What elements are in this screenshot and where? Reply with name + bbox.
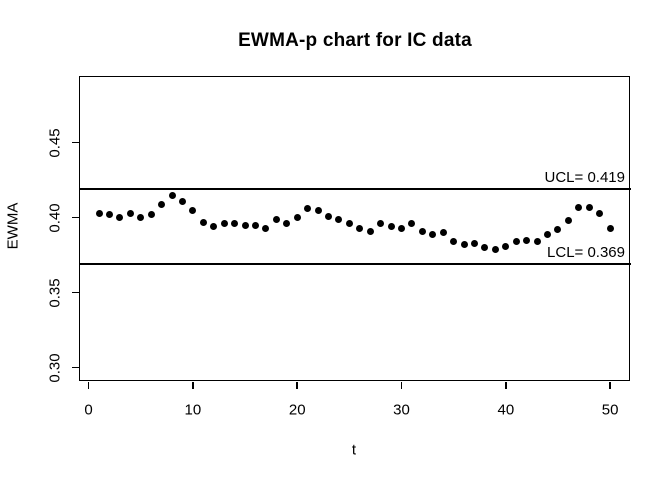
data-point (262, 224, 270, 232)
x-axis-title: t (351, 441, 357, 459)
data-point (544, 230, 552, 238)
data-point (450, 238, 458, 246)
data-point (429, 230, 437, 238)
data-point (491, 245, 499, 253)
data-point (471, 239, 479, 247)
data-point (304, 205, 312, 213)
data-point (251, 221, 259, 229)
data-point (460, 241, 468, 249)
y-tick-label: 0.45 (46, 128, 64, 158)
y-tick-label: 0.35 (46, 278, 64, 308)
x-tick-label: 30 (393, 401, 410, 419)
data-point (325, 212, 332, 220)
data-point (314, 206, 322, 214)
x-tick-mark (87, 382, 90, 389)
data-point (168, 191, 176, 199)
data-point (377, 220, 385, 228)
chart-title: EWMA-p chart for IC data (238, 30, 472, 51)
data-point (231, 220, 239, 228)
x-tick-label: 20 (288, 401, 306, 419)
data-point (502, 242, 510, 250)
data-point (418, 227, 426, 235)
data-point (105, 211, 113, 219)
data-point (220, 220, 228, 228)
y-tick-mark (72, 366, 79, 369)
data-point (439, 229, 447, 237)
data-point (95, 209, 103, 217)
data-point (126, 209, 134, 217)
x-tick-mark (400, 382, 403, 389)
data-point (408, 220, 416, 228)
lcl-label: LCL= 0.369 (547, 244, 625, 262)
ucl-line (79, 188, 631, 190)
data-point (199, 218, 207, 226)
data-point (178, 197, 186, 205)
y-tick-mark (72, 216, 79, 219)
data-point (147, 211, 155, 219)
data-point (158, 200, 166, 208)
lcl-line (79, 263, 631, 265)
y-tick-mark (72, 141, 79, 144)
data-point (293, 214, 301, 222)
data-point (564, 217, 572, 225)
data-point (241, 221, 249, 229)
data-point (116, 214, 124, 222)
x-tick-label: 50 (601, 401, 619, 419)
data-point (554, 226, 562, 234)
y-tick-mark (72, 291, 79, 294)
data-point (283, 220, 291, 228)
data-point (387, 223, 395, 231)
data-point (272, 215, 280, 223)
data-point (606, 224, 614, 232)
data-point (481, 244, 489, 252)
plot-area-border (79, 76, 630, 381)
data-point (512, 238, 520, 246)
y-axis-title: EWMA (4, 202, 22, 250)
data-point (210, 223, 218, 231)
y-tick-label: 0.30 (46, 352, 64, 383)
data-point (596, 209, 604, 217)
data-point (345, 220, 353, 228)
data-point (335, 215, 343, 223)
data-point (189, 206, 197, 214)
data-point (366, 227, 374, 235)
data-point (575, 203, 583, 211)
x-tick-label: 10 (184, 401, 202, 419)
data-point (356, 224, 364, 232)
data-point (398, 224, 406, 232)
data-point (137, 214, 145, 222)
ucl-label: UCL= 0.419 (544, 169, 625, 187)
data-point (533, 238, 541, 246)
x-tick-label: 0 (84, 401, 93, 419)
x-tick-mark (296, 382, 298, 389)
x-tick-label: 40 (497, 401, 515, 419)
x-tick-mark (609, 382, 611, 389)
y-tick-label: 0.40 (46, 203, 64, 233)
x-tick-mark (505, 382, 507, 389)
x-tick-mark (192, 382, 194, 389)
data-point (523, 236, 531, 244)
data-point (585, 203, 593, 211)
